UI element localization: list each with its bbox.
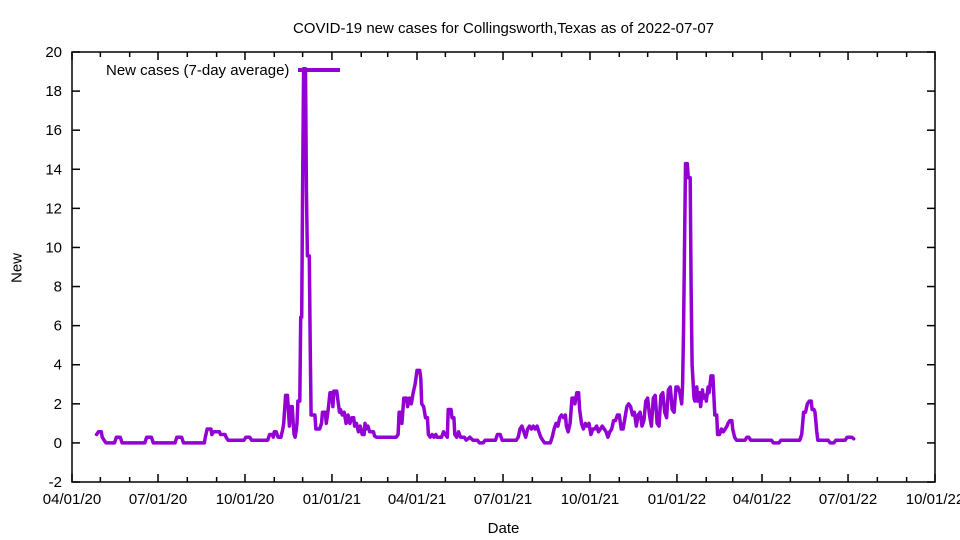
x-tick-label: 04/01/21 <box>388 491 446 508</box>
x-tick-label: 04/01/20 <box>43 491 101 508</box>
x-tick-label: 01/01/21 <box>303 491 361 508</box>
y-axis-title: New <box>8 252 26 284</box>
legend-line-sample <box>298 68 341 72</box>
x-tick-label: 10/01/21 <box>561 491 619 508</box>
y-tick-label: 18 <box>45 83 62 100</box>
y-tick-label: 4 <box>54 357 62 374</box>
y-tick-label: 10 <box>45 239 62 256</box>
x-axis-title: Date <box>487 520 520 537</box>
x-tick-label: 07/01/21 <box>474 491 532 508</box>
series-line-new-cases <box>94 67 856 445</box>
legend: New cases (7-day average) <box>106 61 341 79</box>
x-tick-label: 10/01/22 <box>906 491 960 508</box>
y-tick-label: 20 <box>45 44 62 61</box>
y-tick-label: 14 <box>45 161 62 178</box>
y-tick-label: 12 <box>45 200 62 217</box>
y-tick-label: 2 <box>54 396 62 413</box>
y-tick-label: 8 <box>54 279 62 296</box>
y-tick-label: 6 <box>54 318 62 335</box>
plot-border <box>71 51 936 483</box>
y-tick-label: 0 <box>54 435 62 452</box>
y-tick-label: -2 <box>49 474 62 491</box>
y-tick-label: 16 <box>45 122 62 139</box>
x-tick-label: 04/01/22 <box>733 491 791 508</box>
x-tick-label: 01/01/22 <box>648 491 706 508</box>
legend-label: New cases (7-day average) <box>106 61 290 79</box>
x-tick-label: 10/01/20 <box>216 491 274 508</box>
chart-title: COVID-19 new cases for Collingsworth,Tex… <box>292 20 715 37</box>
x-tick-label: 07/01/22 <box>819 491 877 508</box>
x-tick-label: 07/01/20 <box>129 491 187 508</box>
